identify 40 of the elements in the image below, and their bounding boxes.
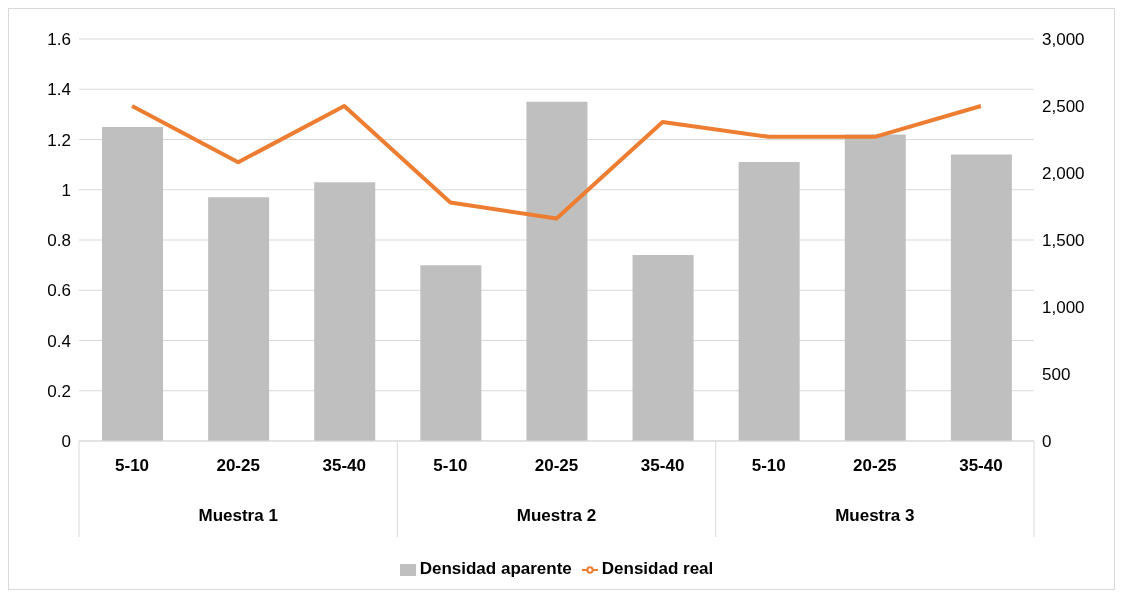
x-tick-label: 35-40 [959,456,1003,475]
y-tick-label: 0 [61,432,71,452]
text: Muestra 2 [516,506,597,525]
x-tick-label: 20-25 [216,456,260,475]
y-tick-label: 1.2 [47,130,71,150]
bar [632,255,694,441]
y-tick-label: 1.6 [47,30,71,50]
legend-label: Densidad real [601,559,714,578]
bar [208,197,270,441]
y2-tick-label: 3,000 [1042,30,1085,50]
x-tick-label: 5-10 [115,456,150,475]
bar [102,126,163,441]
y2-tick-label: 1,000 [1042,298,1085,318]
text: Muestra 1 [198,506,278,525]
bar [314,182,376,441]
y-tick-label: 0.2 [47,381,71,401]
line-series [130,104,983,221]
y2-tick-label: 500 [1042,365,1071,385]
y-tick-label: 0.4 [47,331,71,351]
bar [950,154,1012,441]
y-tick-label: 0.8 [47,231,71,251]
y2-tick-label: 1,500 [1042,231,1085,251]
y-tick-label: 0.6 [47,281,71,301]
bar [738,162,800,441]
x-tick-label: 20-25 [853,456,897,475]
y2-tick-label: 0 [1042,432,1052,452]
bar [420,265,482,441]
y2-tick-label: 2,000 [1042,164,1085,184]
bar [844,134,906,441]
x-tick-label: 20-25 [534,456,579,475]
bar [526,101,588,441]
x-tick-label: 35-40 [640,456,685,475]
text: Muestra 3 [835,506,915,525]
legend-label: Densidad aparente [419,559,572,578]
x-tick-label: 5-10 [433,456,468,475]
y2-tick-label: 2,500 [1042,97,1085,117]
x-tick-label: 5-10 [751,456,786,475]
y-tick-label: 1.4 [47,80,71,100]
x-tick-label: 35-40 [322,456,367,475]
y-tick-label: 1 [61,180,71,200]
